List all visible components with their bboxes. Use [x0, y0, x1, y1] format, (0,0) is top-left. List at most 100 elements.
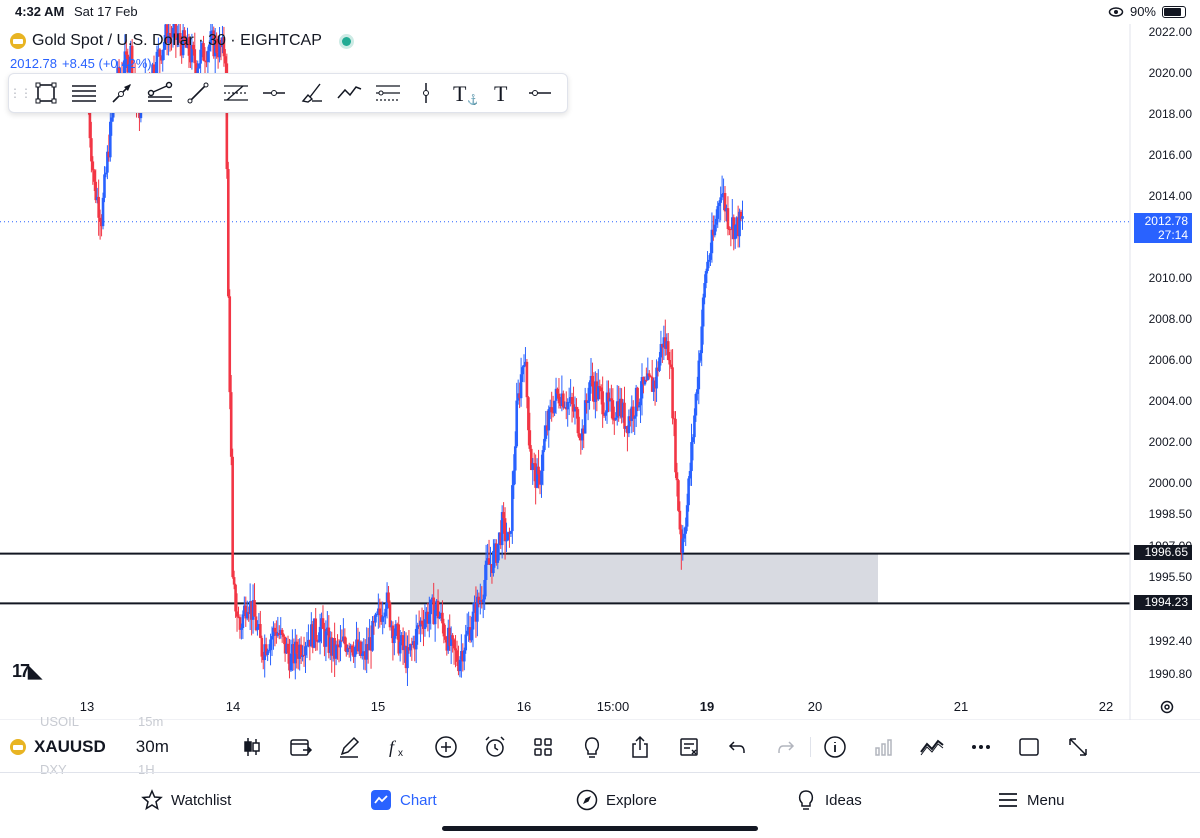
- fib-extension-icon[interactable]: [369, 76, 407, 110]
- candle-body: [266, 651, 269, 655]
- fib-retracement-icon[interactable]: [217, 76, 255, 110]
- trading-panel-icon[interactable]: [665, 728, 714, 766]
- path-icon[interactable]: [331, 76, 369, 110]
- grip-icon[interactable]: ⋮⋮: [9, 86, 32, 100]
- price-label: 2018.00: [1148, 107, 1192, 121]
- layouts-icon[interactable]: [519, 728, 568, 766]
- candle-body: [669, 364, 673, 368]
- vertical-line-icon[interactable]: [407, 76, 445, 110]
- candle-body: [681, 538, 685, 554]
- price-chart[interactable]: [0, 0, 1200, 720]
- undo-icon[interactable]: [713, 728, 762, 766]
- trend-line-icon[interactable]: [179, 76, 217, 110]
- symbol-selector[interactable]: XAUUSD: [10, 737, 106, 757]
- candle-body: [159, 56, 163, 61]
- candle-body: [167, 33, 170, 43]
- candle-body: [94, 181, 98, 201]
- candle-body: [572, 404, 575, 412]
- nav-menu[interactable]: Menu: [997, 789, 1065, 811]
- candle-body: [596, 386, 600, 400]
- candle-body: [647, 373, 651, 377]
- alert-clock-icon[interactable]: [471, 728, 520, 766]
- candle-body: [409, 644, 412, 651]
- svg-text:f: f: [389, 737, 397, 757]
- candle-body: [732, 217, 736, 240]
- horizontal-lines-icon[interactable]: [65, 76, 103, 110]
- price-axis[interactable]: 2022.00 2020.00 2018.00 2016.00 2014.00 …: [1130, 24, 1200, 719]
- candle-body: [455, 650, 459, 662]
- candle-body: [267, 650, 271, 652]
- candle-body: [461, 650, 465, 662]
- compare-icon[interactable]: [277, 728, 326, 766]
- candle-body: [101, 197, 105, 227]
- anchored-text-icon[interactable]: T ⚓: [445, 76, 483, 110]
- add-icon[interactable]: [422, 728, 471, 766]
- candle-body: [90, 138, 93, 162]
- chart-settings-icon[interactable]: [1159, 699, 1175, 715]
- battery-icon: [1162, 5, 1186, 18]
- nav-ideas[interactable]: Ideas: [795, 789, 862, 811]
- candle-body: [580, 428, 584, 441]
- candle-body: [582, 428, 586, 434]
- expand-icon[interactable]: [1054, 728, 1103, 766]
- toolbar-separator: [810, 737, 811, 757]
- candle-body: [554, 388, 558, 401]
- candle-body: [304, 646, 307, 656]
- fullscreen-icon[interactable]: [1005, 728, 1054, 766]
- candle-body: [484, 560, 488, 580]
- candles-icon[interactable]: [228, 728, 277, 766]
- candle-body: [591, 375, 594, 387]
- candle-body: [109, 121, 112, 158]
- candle-body: [460, 650, 463, 660]
- nav-chart[interactable]: Chart: [370, 789, 437, 811]
- interval-selector[interactable]: 30m: [135, 737, 169, 756]
- candle-body: [645, 379, 648, 381]
- candle-body: [467, 627, 470, 631]
- candle-body: [617, 401, 620, 417]
- candle-body: [190, 44, 194, 63]
- candle-body: [387, 592, 390, 603]
- symbol-header[interactable]: Gold Spot / U.S. Dollar · 30 · EIGHTCAP: [10, 32, 351, 50]
- ideas-bulb-icon[interactable]: [568, 728, 617, 766]
- rectangle-icon[interactable]: [27, 76, 65, 110]
- text-icon[interactable]: T: [483, 76, 521, 110]
- arrow-line-icon[interactable]: [103, 76, 141, 110]
- candle-body: [410, 644, 414, 646]
- candle-body: [728, 229, 731, 231]
- share-icon[interactable]: [616, 728, 665, 766]
- trend-icon[interactable]: [908, 728, 957, 766]
- nav-explore[interactable]: Explore: [576, 789, 657, 811]
- candle-body: [653, 380, 657, 389]
- candle-body: [534, 463, 537, 488]
- candle-body: [700, 326, 704, 354]
- parallel-channel-icon[interactable]: [141, 76, 179, 110]
- candle-body: [273, 627, 277, 632]
- hamburger-icon: [999, 793, 1017, 807]
- time-label: 15: [370, 699, 386, 714]
- horizontal-ray-icon[interactable]: [255, 76, 293, 110]
- star-icon: [141, 789, 163, 811]
- candle-body: [527, 397, 530, 431]
- nav-watchlist[interactable]: Watchlist: [141, 789, 231, 811]
- candle-body: [270, 636, 274, 640]
- info-icon[interactable]: [811, 728, 860, 766]
- candle-body: [541, 450, 545, 471]
- redo-icon[interactable]: [762, 728, 811, 766]
- candle-body: [592, 386, 596, 402]
- more-icon[interactable]: [957, 728, 1006, 766]
- brush-icon[interactable]: [293, 76, 331, 110]
- candle-body: [576, 409, 580, 434]
- bars-icon[interactable]: [860, 728, 909, 766]
- candle-body: [502, 512, 505, 519]
- candle-body: [579, 437, 583, 441]
- horizontal-line-icon[interactable]: [521, 76, 559, 110]
- draw-icon[interactable]: [325, 728, 374, 766]
- price-label: 1998.50: [1148, 507, 1192, 521]
- gold-coin-icon: [10, 739, 26, 755]
- nav-label: Chart: [400, 791, 437, 809]
- candle-body: [165, 24, 169, 43]
- market-status-dot: [341, 36, 351, 46]
- candle-body: [652, 380, 655, 392]
- candle-body: [513, 446, 517, 471]
